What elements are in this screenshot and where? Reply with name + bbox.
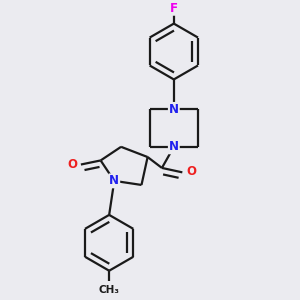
Text: CH₃: CH₃	[99, 286, 120, 296]
Text: F: F	[170, 2, 178, 15]
Text: N: N	[169, 103, 179, 116]
Text: O: O	[68, 158, 77, 171]
Text: N: N	[109, 174, 119, 188]
Text: O: O	[187, 165, 197, 178]
Text: N: N	[169, 140, 179, 153]
